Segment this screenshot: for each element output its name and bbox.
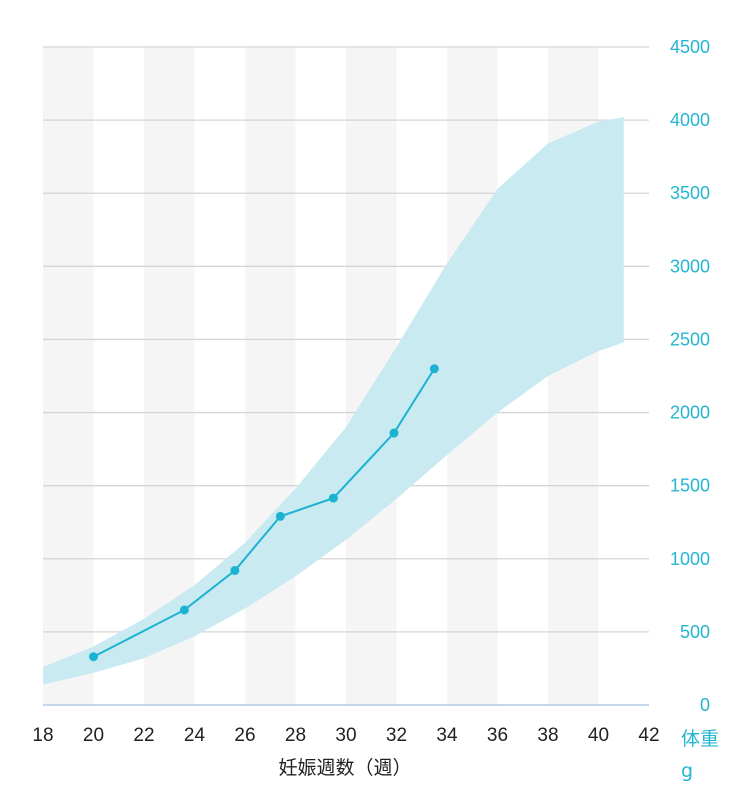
y-axis-unit: g <box>681 760 693 782</box>
normal-range-band <box>43 117 624 685</box>
series-fetal-weight <box>89 364 439 662</box>
y-tick-label: 3000 <box>670 256 710 276</box>
x-tick-label: 26 <box>234 725 255 746</box>
y-tick-label: 1500 <box>670 476 710 496</box>
y-tick-label: 3500 <box>670 183 710 203</box>
data-point <box>275 511 285 521</box>
y-tick-label: 500 <box>680 622 710 642</box>
y-tick-label: 1000 <box>670 549 710 569</box>
x-tick-label: 22 <box>133 725 154 746</box>
data-point <box>89 652 98 662</box>
x-tick-label: 30 <box>335 725 356 746</box>
x-axis-label: 妊娠週数（週） <box>278 757 411 779</box>
x-tick-label: 36 <box>487 725 508 746</box>
data-point <box>230 565 240 575</box>
x-tick-label: 18 <box>32 725 53 746</box>
data-point <box>179 605 189 615</box>
x-tick-label: 34 <box>436 725 458 746</box>
x-tick-label: 40 <box>588 725 609 746</box>
data-point <box>389 428 399 438</box>
x-tick-label: 32 <box>386 725 407 746</box>
x-tick-label: 28 <box>285 725 306 746</box>
x-tick-label: 42 <box>638 725 659 746</box>
x-tick-label: 24 <box>184 725 206 746</box>
x-tick-label: 20 <box>83 725 104 746</box>
x-tick-label: 38 <box>537 725 558 746</box>
y-tick-label: 2000 <box>670 403 710 423</box>
data-point <box>328 493 338 503</box>
x-axis-ticks: 18 20 22 24 26 28 30 32 34 36 38 40 42 <box>32 725 659 746</box>
y-tick-label: 0 <box>700 695 710 715</box>
y-axis-ticks: 0 500 1000 1500 2000 2500 3000 3500 4000 4500 <box>670 37 710 715</box>
y-axis-label: 体重 <box>681 728 719 750</box>
y-tick-label: 4500 <box>670 37 710 57</box>
y-tick-label: 2500 <box>670 329 710 349</box>
data-point <box>429 364 439 374</box>
background-stripe <box>43 47 94 705</box>
y-tick-label: 4000 <box>670 110 710 130</box>
background-stripe <box>245 47 296 705</box>
